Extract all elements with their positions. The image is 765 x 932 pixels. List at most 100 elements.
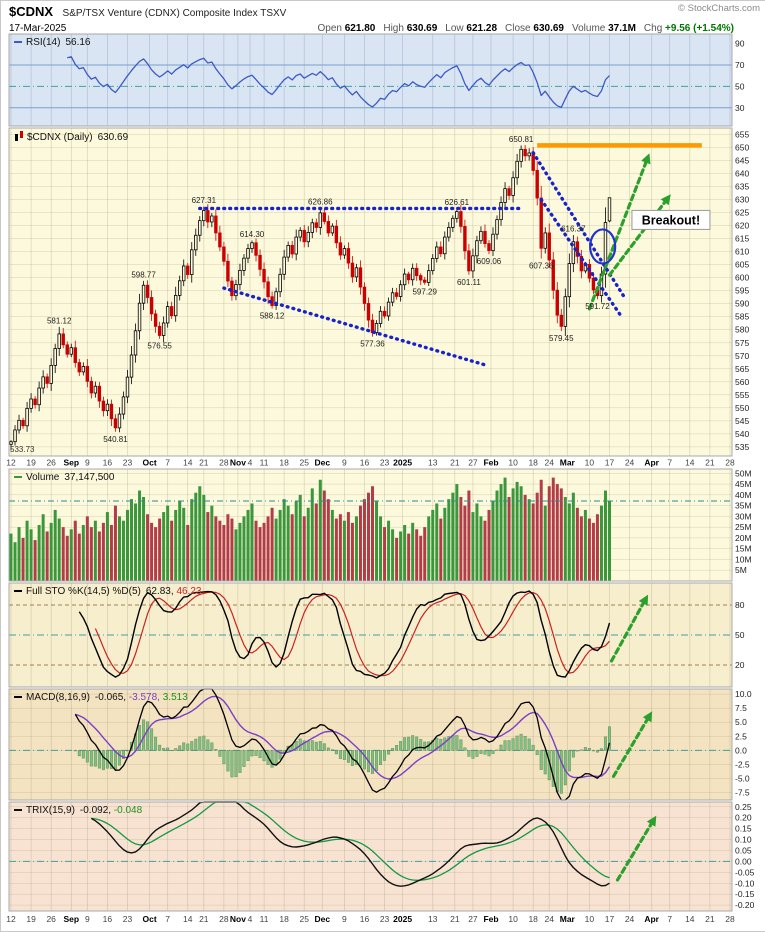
y-axis-tick: 555 (735, 390, 749, 400)
y-axis-tick: 25M (735, 522, 752, 532)
breakout-callout-text: Breakout! (642, 213, 700, 227)
pivot-price-label: 591.72 (585, 302, 610, 311)
x-axis-label: 21 (450, 914, 460, 924)
y-axis-tick: 10M (735, 554, 752, 564)
y-axis-tick: 550 (735, 403, 749, 413)
symbol: $CDNX (9, 4, 54, 19)
macd-y-axis: 10.0 7.5 5.0 2.5 0.0 -2.5 -5.0 -7.5 (735, 689, 752, 798)
x-axis-label: 4 (248, 458, 253, 468)
x-axis-label: 25 (299, 914, 309, 924)
x-axis-label: 23 (380, 914, 390, 924)
y-axis-tick: 650 (735, 143, 749, 153)
y-axis-tick: 655 (735, 130, 749, 140)
quote-label: Open (317, 23, 342, 34)
y-axis-tick: 35M (735, 501, 752, 511)
x-axis-label: Dec (315, 458, 331, 468)
y-axis-tick: 30 (735, 103, 745, 113)
pivot-price-label: 627.31 (192, 196, 217, 205)
x-axis-bottom: 12 19 26 Sep 9 16 23 Oct 7 14 21 28 Nov 4 11 18 25 Dec 9 16… (6, 914, 735, 924)
x-axis-label: Feb (483, 458, 498, 468)
y-axis-tick: 610 (735, 247, 749, 257)
x-axis-label: 27 (468, 458, 478, 468)
x-axis-label: 11 (260, 914, 269, 924)
x-axis-label: 7 (667, 458, 672, 468)
pivot-price-label: 609.06 (477, 257, 502, 266)
y-axis-tick: 560 (735, 377, 749, 387)
rsi-panel (9, 34, 732, 126)
y-axis-tick: 0.05 (735, 845, 752, 855)
y-axis-tick: 7.5 (735, 703, 747, 713)
x-axis-label: 21 (705, 458, 715, 468)
y-axis-tick: 540 (735, 429, 749, 439)
y-axis-tick: 20 (735, 660, 745, 670)
x-axis-label: 28 (219, 458, 229, 468)
y-axis-tick: 625 (735, 208, 749, 218)
y-axis-tick: 10.0 (735, 689, 752, 699)
y-axis-tick: 600 (735, 273, 749, 283)
price-y-axis: 655 650 645 640 635 630 625 620 615 610 605 600 595 5… (735, 130, 749, 452)
price-annotations: Breakout! (198, 143, 711, 367)
y-axis-tick: 0.20 (735, 813, 752, 823)
pivot-labels: 581.12 540.81 598.77 576.55 627.31 614.30 588.… (47, 135, 610, 444)
y-axis-tick: 565 (735, 364, 749, 374)
rsi-y-axis: 90 70 50 30 (735, 39, 745, 113)
y-axis-tick: 605 (735, 260, 749, 270)
x-axis-label: Oct (142, 458, 156, 468)
sto-panel (9, 583, 732, 687)
x-axis-label: 7 (165, 914, 170, 924)
x-axis-label: 26 (46, 914, 56, 924)
quote-label: Chg (643, 23, 663, 34)
y-axis-tick: 50M (735, 468, 752, 478)
x-axis-label: 9 (85, 458, 90, 468)
pivot-price-label: 607.36 (529, 262, 554, 271)
wedge-lower-trendline (539, 197, 624, 319)
x-axis-label: 14 (183, 914, 193, 924)
x-axis-label: 28 (725, 458, 735, 468)
y-axis-tick: 620 (735, 221, 749, 231)
y-axis-tick: 615 (735, 234, 749, 244)
x-axis-label: 14 (685, 914, 695, 924)
x-axis-label: 4 (248, 914, 253, 924)
x-axis-label: 10 (508, 914, 518, 924)
x-axis-label: Oct (142, 914, 156, 924)
pivot-price-label: 626.86 (308, 197, 333, 206)
x-axis-label: 14 (183, 458, 193, 468)
x-axis-label: 2025 (393, 914, 412, 924)
x-axis-label: Apr (644, 914, 659, 924)
x-axis-label: 23 (123, 458, 133, 468)
x-axis-label: 16 (360, 914, 370, 924)
x-axis-label: 21 (705, 914, 715, 924)
x-axis-label: 21 (199, 458, 209, 468)
x-axis-label: 11 (260, 458, 269, 468)
x-axis-label: 23 (380, 458, 390, 468)
x-axis-label: 16 (103, 458, 113, 468)
macd-panel (9, 688, 732, 801)
y-axis-tick: 0.0 (735, 745, 747, 755)
x-axis-label: 18 (528, 458, 538, 468)
pivot-price-label: 601.11 (457, 278, 481, 287)
quote-label: High (383, 23, 404, 34)
x-axis-label: 18 (279, 914, 289, 924)
x-axis-label: 28 (725, 914, 735, 924)
x-axis-label: 23 (123, 914, 133, 924)
x-axis-label: 7 (165, 458, 170, 468)
chart-header: © StockCharts.com $CDNX S&P/TSX Venture … (9, 3, 760, 34)
x-axis-label: 16 (103, 914, 113, 924)
x-axis-label: 12 (6, 914, 16, 924)
pivot-price-label: 579.45 (549, 334, 574, 343)
pivot-price-label: 598.77 (131, 270, 156, 279)
y-axis-tick: 20M (735, 533, 752, 543)
x-axis-label: 10 (585, 914, 595, 924)
quote-value: 621.80 (341, 23, 376, 34)
x-axis-label: 14 (685, 458, 695, 468)
x-axis-label: 28 (219, 914, 229, 924)
pivot-price-label: 614.30 (240, 230, 265, 239)
y-axis-tick: 0.25 (735, 802, 752, 812)
y-axis-tick: 2.5 (735, 731, 747, 741)
x-axis-label: 9 (342, 914, 347, 924)
x-axis-label: 24 (545, 458, 555, 468)
quote-label: Low (445, 23, 464, 34)
x-axis-label: 24 (545, 914, 555, 924)
